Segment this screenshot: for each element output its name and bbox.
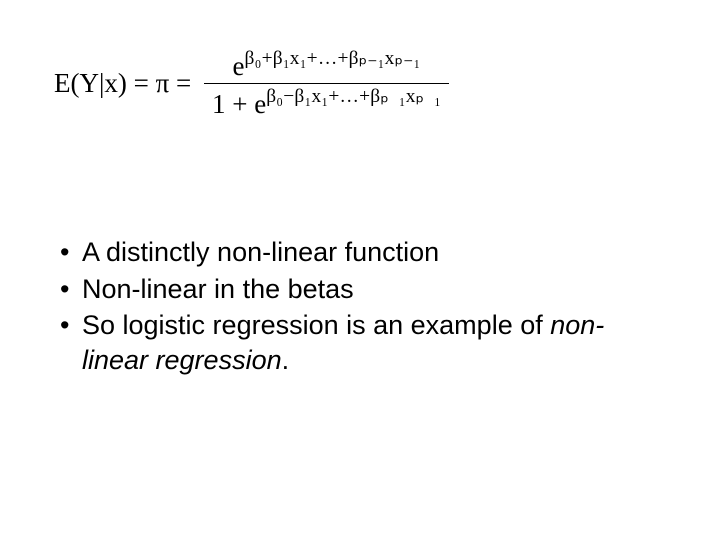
bullet-ul: A distinctly non-linear function Non-lin…	[54, 235, 654, 377]
equation-lhs-text: E(Y|x) = π =	[54, 68, 191, 98]
equation-denominator: 1 + eβ₀−β₁x₁+…+βₚ ₁xₚ ₁	[204, 84, 449, 121]
numerator-exponent: β₀+β₁x₁+…+βₚ₋₁xₚ₋₁	[245, 48, 421, 69]
bullet-text: A distinctly non-linear function	[82, 237, 439, 267]
equation: E(Y|x) = π = eβ₀+β₁x₁+…+βₚ₋₁xₚ₋₁ 1 + eβ₀…	[54, 46, 449, 121]
bullet-item: So logistic regression is an example of …	[54, 308, 654, 377]
equation-lhs: E(Y|x) = π =	[54, 68, 191, 99]
bullet-text: Non-linear in the betas	[82, 274, 354, 304]
denominator-exponent: β₀−β₁x₁+…+βₚ ₁xₚ ₁	[266, 86, 441, 107]
bullet-item: A distinctly non-linear function	[54, 235, 654, 270]
bullet-text-suffix: .	[282, 345, 290, 375]
denominator-prefix: 1 +	[212, 89, 254, 119]
bullet-list: A distinctly non-linear function Non-lin…	[54, 235, 654, 379]
slide: E(Y|x) = π = eβ₀+β₁x₁+…+βₚ₋₁xₚ₋₁ 1 + eβ₀…	[0, 0, 720, 540]
equation-fraction: eβ₀+β₁x₁+…+βₚ₋₁xₚ₋₁ 1 + eβ₀−β₁x₁+…+βₚ ₁x…	[204, 46, 449, 121]
denominator-base: e	[254, 89, 266, 119]
equation-numerator: eβ₀+β₁x₁+…+βₚ₋₁xₚ₋₁	[204, 46, 449, 84]
bullet-text-prefix: So logistic regression is an example of	[82, 310, 550, 340]
numerator-base: e	[233, 51, 245, 81]
bullet-item: Non-linear in the betas	[54, 272, 654, 307]
